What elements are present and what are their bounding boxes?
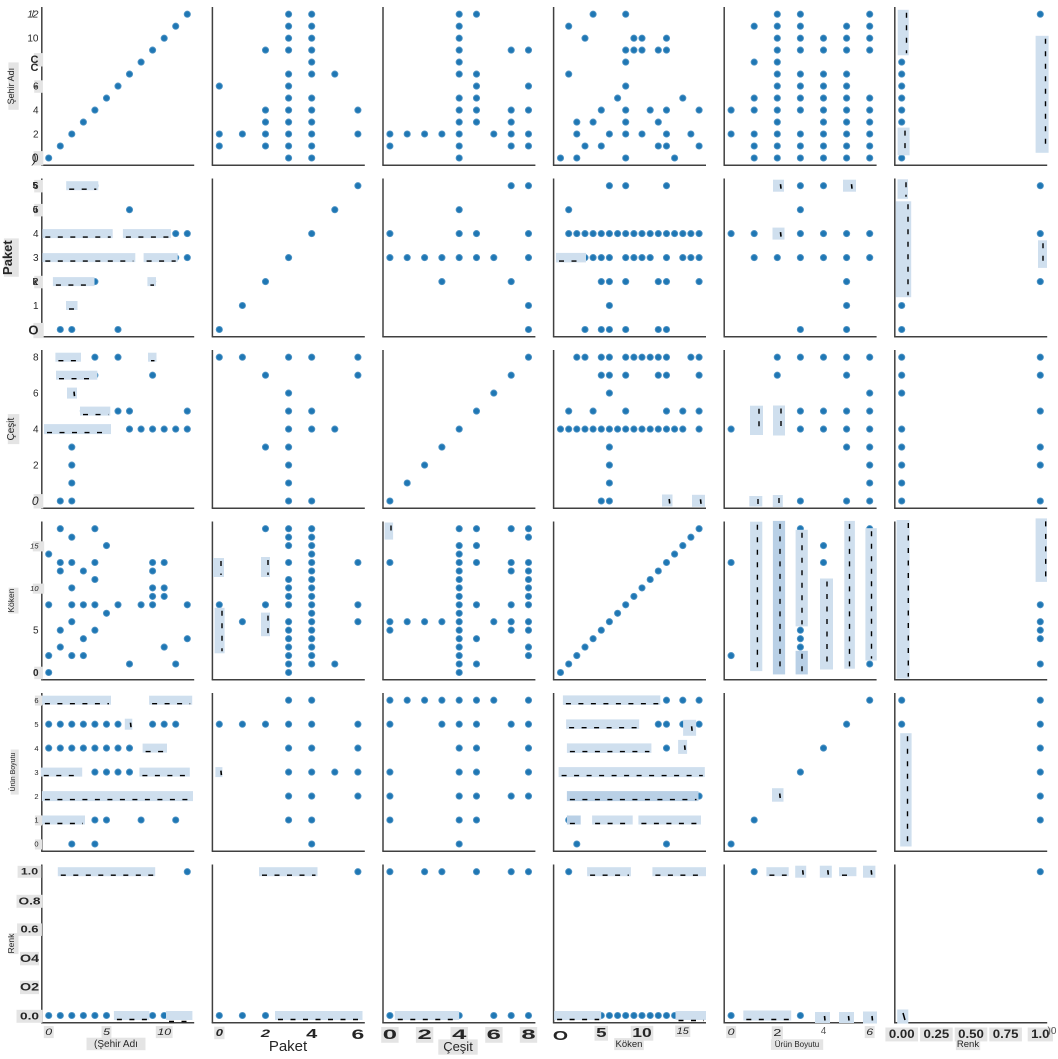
- svg-text:5: 5: [33, 205, 39, 216]
- svg-text:C: C: [31, 62, 39, 74]
- svg-text:5: 5: [34, 720, 38, 729]
- svg-text:6: 6: [487, 1027, 501, 1042]
- svg-text:1.0: 1.0: [21, 867, 38, 877]
- svg-text:Ürün Boyutu: Ürün Boyutu: [9, 753, 17, 792]
- svg-text:3: 3: [34, 768, 38, 777]
- svg-text:0: 0: [32, 151, 39, 165]
- svg-text:Çeşit: Çeşit: [443, 1039, 473, 1054]
- svg-text:Paket: Paket: [269, 1038, 308, 1055]
- svg-text:2: 2: [34, 792, 38, 801]
- svg-text:): ): [31, 152, 37, 166]
- svg-text:2: 2: [260, 1027, 271, 1040]
- svg-text:6: 6: [33, 181, 39, 192]
- svg-text:2: 2: [417, 1027, 431, 1042]
- svg-text:2: 2: [33, 461, 39, 472]
- svg-text:4: 4: [33, 425, 39, 436]
- svg-text:5: 5: [32, 181, 37, 191]
- svg-text:12: 12: [27, 10, 39, 21]
- svg-text:3: 3: [33, 253, 39, 264]
- svg-text:10: 10: [30, 584, 39, 593]
- svg-text:4: 4: [452, 1027, 467, 1042]
- svg-text:10: 10: [157, 1027, 172, 1037]
- svg-text:0: 0: [216, 1028, 224, 1038]
- svg-text:0: 0: [728, 1027, 736, 1037]
- svg-text:15: 15: [30, 542, 39, 551]
- svg-text:15: 15: [677, 1027, 690, 1037]
- svg-text:Paket: Paket: [0, 240, 15, 275]
- svg-text:2: 2: [773, 1026, 781, 1038]
- svg-text:4: 4: [306, 1027, 318, 1041]
- svg-text:4: 4: [33, 229, 39, 240]
- svg-text:0: 0: [45, 1027, 53, 1037]
- svg-text:4: 4: [34, 744, 38, 753]
- svg-text:8: 8: [33, 353, 39, 364]
- svg-text:O.8: O.8: [19, 895, 41, 907]
- svg-text:5: 5: [103, 1027, 111, 1037]
- svg-text:0: 0: [32, 494, 39, 508]
- svg-text:1: 1: [34, 816, 38, 825]
- svg-text:4: 4: [821, 1026, 827, 1037]
- svg-text:0: 0: [34, 840, 38, 849]
- svg-text:8: 8: [521, 1027, 535, 1042]
- svg-text:2: 2: [33, 277, 39, 288]
- svg-text:Renk: Renk: [957, 1039, 979, 1050]
- svg-text:6: 6: [34, 696, 38, 705]
- svg-text:6: 6: [33, 82, 39, 93]
- svg-text:0: 0: [383, 1027, 397, 1042]
- svg-text:0.00: 0.00: [889, 1028, 915, 1041]
- svg-text:1: 1: [33, 301, 39, 312]
- svg-text:C: C: [31, 54, 39, 66]
- svg-text:(Şehir Adı: (Şehir Adı: [94, 1039, 138, 1050]
- svg-text:10: 10: [27, 34, 39, 45]
- svg-text:0.25: 0.25: [924, 1028, 950, 1041]
- svg-text:Köken: Köken: [6, 588, 16, 612]
- svg-text:Renk: Renk: [6, 933, 16, 954]
- svg-text:0.75: 0.75: [993, 1028, 1019, 1041]
- svg-text:0.0: 0.0: [20, 1010, 39, 1022]
- svg-text:k: k: [32, 277, 38, 287]
- svg-text:/: /: [32, 10, 35, 21]
- svg-text:O: O: [28, 323, 38, 338]
- svg-text:Ürün Boyutu: Ürün Boyutu: [775, 1040, 819, 1049]
- svg-text:O: O: [553, 1028, 568, 1043]
- svg-text:5: 5: [596, 1027, 607, 1040]
- svg-text:6: 6: [352, 1027, 365, 1042]
- svg-text:6: 6: [866, 1027, 874, 1037]
- svg-text:0.50: 0.50: [958, 1028, 984, 1041]
- svg-text:6: 6: [33, 389, 39, 400]
- svg-text:1.0: 1.0: [1031, 1028, 1049, 1041]
- svg-text:10: 10: [632, 1026, 651, 1040]
- svg-text:O2: O2: [20, 980, 39, 993]
- svg-text:0: 0: [33, 668, 39, 679]
- svg-text:Şehir Adı: Şehir Adı: [6, 68, 16, 105]
- svg-text:0.6: 0.6: [20, 925, 39, 935]
- svg-text:5: 5: [33, 626, 39, 637]
- svg-text:u: u: [33, 205, 38, 214]
- svg-text:-: -: [34, 82, 37, 93]
- svg-text:)0: )0: [1048, 1026, 1057, 1037]
- svg-text:4: 4: [33, 106, 39, 117]
- svg-text:2: 2: [33, 130, 39, 141]
- svg-text:O4: O4: [20, 952, 40, 965]
- svg-text:Çeşit: Çeşit: [6, 417, 17, 440]
- svg-text:Köken: Köken: [616, 1039, 643, 1050]
